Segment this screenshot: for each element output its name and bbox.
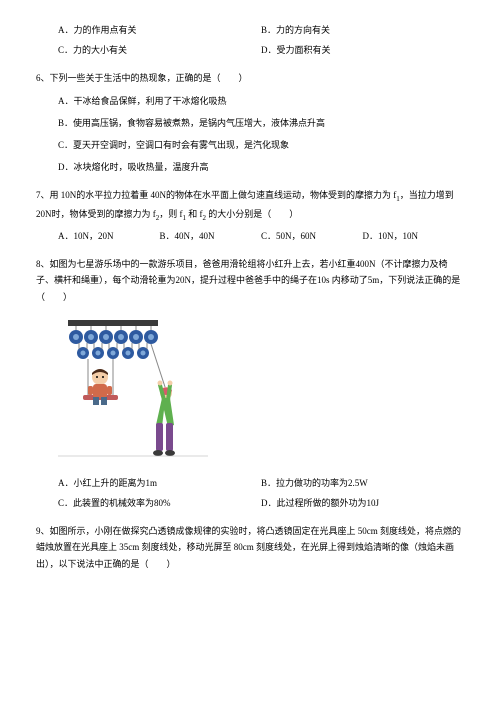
q8-option-a: A．小红上升的距离为1m (58, 475, 261, 491)
q9-stem: 9、如图所示，小刚在做探究凸透镜成像规律的实验时，将凸透镜固定在光具座上 50c… (36, 523, 464, 572)
q7-option-c: C．50N，60N (261, 228, 363, 244)
q7-stem-a: 7、用 10N的水平拉力拉着重 40N的物体在水平面上做匀速直线运动，物体受到的… (36, 190, 396, 200)
q7-option-a: A．10N，20N (58, 228, 160, 244)
q7-options: A．10N，20N B．40N，40N C．50N，60N D．10N，10N (58, 228, 464, 244)
q6-option-a: A．干冰给食品保鲜，利用了干冰熔化吸热 (58, 93, 464, 109)
q7-option-b: B．40N，40N (160, 228, 262, 244)
q8-option-d: D．此过程所做的额外功为10J (261, 495, 464, 511)
q7-stem: 7、用 10N的水平拉力拉着重 40N的物体在水平面上做匀速直线运动，物体受到的… (36, 187, 464, 224)
q5-option-c: C．力的大小有关 (58, 42, 261, 58)
q8-option-b: B．拉力做功的功率为2.5W (261, 475, 464, 491)
q6-option-b: B．使用高压锅，食物容易被煮熟，是锅内气压增大，液体沸点升高 (58, 115, 464, 131)
q7-stem-e: 的大小分别是（ ） (208, 209, 298, 219)
q7-option-d: D．10N，10N (363, 228, 465, 244)
q5-option-a: A．力的作用点有关 (58, 22, 261, 38)
q7-stem-d: 和 f (188, 209, 202, 219)
dad-icon (153, 380, 175, 456)
pulley-row-icon (69, 326, 158, 344)
q5-option-row-1: A．力的作用点有关 B．力的方向有关 (58, 22, 464, 38)
q7-stem-c: 则 f (168, 209, 182, 219)
q8-option-row-2: C．此装置的机械效率为80% D．此过程所做的额外功为10J (58, 495, 464, 511)
q5-option-d: D．受力面积有关 (261, 42, 464, 58)
q6-option-d: D．冰块熔化时，吸收热量，温度升高 (58, 159, 464, 175)
q6-option-c: C．夏天开空调时，空调口有时会有雾气出现，是汽化现象 (58, 137, 464, 153)
q5-option-b: B．力的方向有关 (261, 22, 464, 38)
q5-option-row-2: C．力的大小有关 D．受力面积有关 (58, 42, 464, 58)
q8-option-row-1: A．小红上升的距离为1m B．拉力做功的功率为2.5W (58, 475, 464, 491)
q8-stem: 8、如图为七星游乐场中的一款游乐项目，爸爸用滑轮组将小红升上去，若小红重400N… (36, 256, 464, 305)
q8-option-c: C．此装置的机械效率为80% (58, 495, 261, 511)
q6-stem: 6、下列一些关于生活中的热现象，正确的是（ ） (36, 70, 464, 86)
q8-figure (58, 315, 208, 465)
